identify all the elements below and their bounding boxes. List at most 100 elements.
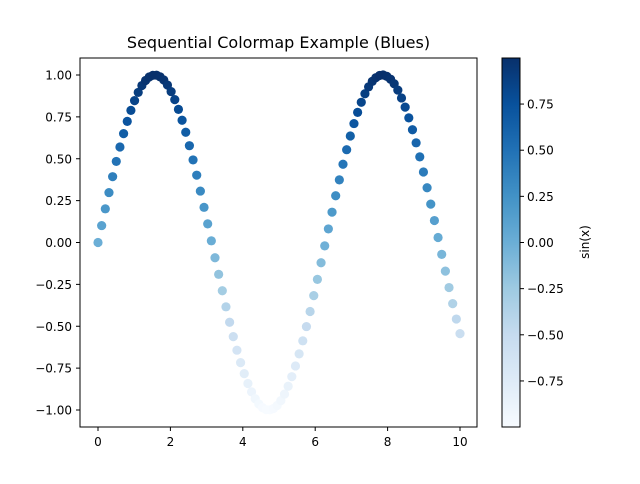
scatter-points [93,70,465,415]
data-point [298,336,308,346]
data-point [422,183,432,193]
data-point [283,381,293,391]
data-point [188,155,198,165]
data-point [173,104,184,114]
data-point [349,118,359,129]
colorbar-tick-label: 0.25 [527,190,554,204]
x-axis-ticks: 0 2 4 6 8 10 [94,427,468,449]
data-point [342,145,352,155]
data-point [192,170,202,180]
data-point [305,306,315,317]
data-point [243,378,253,389]
data-point [126,105,136,115]
colorbar-tick-label: −0.75 [527,374,564,388]
x-tick-label: 8 [384,435,392,449]
data-point [246,387,257,397]
x-tick-label: 0 [94,435,102,449]
data-point [115,142,125,152]
data-point [411,138,421,148]
data-point [287,372,297,382]
data-point [228,332,238,342]
data-point [97,220,107,231]
data-point [345,131,355,141]
data-point [433,232,443,243]
data-point [353,107,363,117]
data-point [294,349,304,359]
data-point [108,172,118,182]
data-point [429,215,440,226]
x-tick-label: 4 [239,435,247,449]
data-point [206,236,216,246]
colorbar-tick-label: 0.00 [527,236,554,250]
data-point [203,219,213,229]
data-point [437,249,447,259]
data-point [327,207,337,217]
data-point [93,237,103,248]
x-tick-label: 6 [311,435,319,449]
data-point [170,95,180,105]
data-point [415,152,425,162]
data-point [290,361,301,371]
data-point [316,258,326,268]
data-point [181,127,191,137]
data-point [407,125,418,135]
y-axis-ticks: −1.00 −0.75 −0.50 −0.25 0.00 0.25 0.50 0.75 1.00 [35,69,80,418]
y-tick-label: 0.75 [45,110,72,124]
data-point [309,290,319,301]
colorbar-tick-label: −0.25 [527,282,564,296]
data-point [100,204,110,214]
data-point [235,357,246,368]
colorbar-tick-label: −0.50 [527,328,564,342]
data-point [396,93,407,103]
x-tick-label: 10 [452,435,467,449]
data-point [393,85,403,95]
chart-title: Sequential Colormap Example (Blues) [126,33,431,52]
y-tick-label: 0.00 [45,236,72,250]
data-point [133,87,143,98]
data-point [122,116,132,126]
data-point [448,299,458,309]
data-point [356,97,366,107]
data-point [338,159,348,169]
data-point [225,317,235,327]
axes-frame [79,57,478,428]
colorbar [501,57,521,428]
data-point [221,302,231,312]
data-point [312,274,323,284]
data-point [111,156,121,167]
data-point [177,115,187,125]
colorbar-label: sin(x) [578,225,592,259]
y-tick-label: 0.25 [45,194,72,208]
data-point [301,321,312,332]
data-point [199,202,209,212]
data-point [404,113,414,123]
data-point [104,187,114,198]
data-point [440,266,450,276]
data-point [418,167,429,177]
y-tick-label: −0.25 [35,278,72,292]
data-point [210,253,220,263]
data-point [166,86,176,97]
data-point [217,286,227,296]
y-tick-label: −1.00 [35,404,72,418]
data-point [455,329,465,339]
data-point [195,186,205,196]
data-point [320,241,330,251]
data-point [400,102,410,112]
data-point [426,199,436,209]
data-point [129,96,140,106]
data-point [239,369,249,379]
data-point [323,224,333,234]
data-point [451,314,461,324]
y-tick-label: 0.50 [45,152,72,166]
data-point [279,389,290,399]
colorbar-tick-label: 0.50 [527,144,554,158]
x-tick-label: 2 [167,435,175,449]
data-point [444,282,454,293]
colorbar-tick-label: 0.75 [527,98,554,112]
data-point [331,191,341,201]
colorbar-ticks: −0.75 −0.50 −0.25 0.00 0.25 0.50 0.75 [520,98,564,388]
y-tick-label: −0.50 [35,320,72,334]
data-point [184,141,195,151]
